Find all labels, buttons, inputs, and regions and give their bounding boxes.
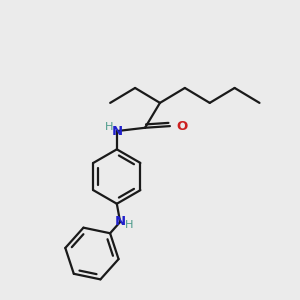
Text: O: O <box>176 120 187 133</box>
Text: N: N <box>111 124 122 138</box>
Text: H: H <box>125 220 134 230</box>
Text: H: H <box>105 122 114 132</box>
Text: N: N <box>115 215 126 229</box>
